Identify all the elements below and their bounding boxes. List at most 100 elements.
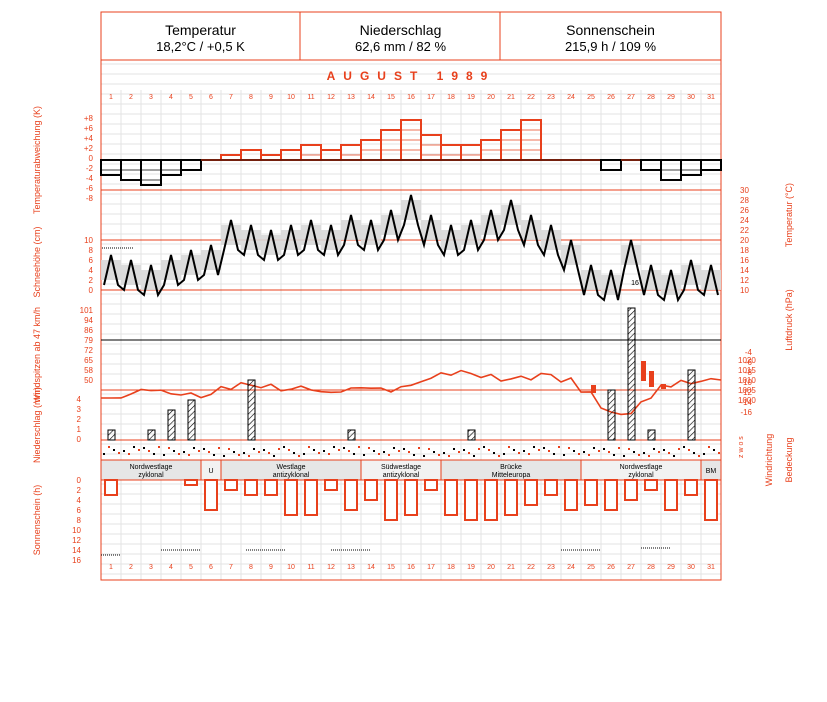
temperature-normal-band xyxy=(221,225,241,245)
day-label-bottom: 7 xyxy=(229,564,233,571)
min-temp-annotation: 16 xyxy=(631,280,639,287)
cloud-cover-dot xyxy=(568,447,570,449)
cloud-cover-dot xyxy=(118,452,120,454)
sunshine-bar xyxy=(264,479,278,496)
cloud-cover-dot xyxy=(518,452,520,454)
temperature-normal-band xyxy=(381,215,401,235)
cloud-cover-dot xyxy=(633,451,635,453)
temperature-normal-band xyxy=(681,265,701,285)
day-label-bottom: 2 xyxy=(129,564,133,571)
day-label-bottom: 3 xyxy=(149,564,153,571)
snow-tick: 4 xyxy=(89,266,94,275)
sunshine-bar xyxy=(644,479,658,491)
anomaly-tick: +8 xyxy=(84,114,94,123)
cloud-cover-dot xyxy=(103,453,105,455)
weather-type-label: Nordwestlage xyxy=(130,464,173,471)
sunshine-axis-title: Sonnenschein (h) xyxy=(32,485,42,556)
cloud-cover-dot xyxy=(648,455,650,457)
cloud-cover-dot xyxy=(128,453,130,455)
cloud-cover-dot xyxy=(353,453,355,455)
cloud-cover-dot xyxy=(543,447,545,449)
cloud-cover-dot xyxy=(658,451,660,453)
day-label-bottom: 1 xyxy=(109,564,113,571)
header-sunshine-title: Sonnenschein xyxy=(566,22,655,38)
temperature-tick: 22 xyxy=(740,226,749,235)
cloud-cover-dot xyxy=(188,454,190,456)
cloud-cover-dot xyxy=(433,451,435,453)
snow-tick: 2 xyxy=(89,276,94,285)
cloud-cover-dot xyxy=(603,448,605,450)
cloud-cover-dot xyxy=(328,453,330,455)
cloud-cover-dot xyxy=(408,451,410,453)
anomaly-bar xyxy=(440,144,462,161)
weather-type-label: zyklonal xyxy=(138,472,164,479)
temperature-normal-band xyxy=(121,265,141,285)
cloud-cover-dot xyxy=(233,451,235,453)
cloud-cover-dot xyxy=(288,449,290,451)
temperature-normal-band xyxy=(241,230,261,250)
cloud-cover-label: Bedeckung xyxy=(784,437,794,482)
cloud-cover-dot xyxy=(608,451,610,453)
pressure-tick: 1005 xyxy=(738,386,756,395)
temperature-normal-band xyxy=(361,225,381,245)
wind-tick: 65 xyxy=(84,356,93,365)
cloud-cover-dot xyxy=(298,455,300,457)
cloud-cover-scale-label: z w o s xyxy=(738,436,745,458)
cloud-cover-dot xyxy=(123,450,125,452)
temperature-normal-band xyxy=(581,270,601,290)
sunshine-tick: 12 xyxy=(72,536,81,545)
sunshine-bar xyxy=(324,479,338,491)
outer-frame xyxy=(100,11,722,581)
cloud-cover-dot xyxy=(383,451,385,453)
day-label-top: 9 xyxy=(269,94,273,101)
temperature-normal-band xyxy=(401,200,421,220)
anomaly-bar xyxy=(600,159,622,171)
day-label-top: 16 xyxy=(407,94,415,101)
day-label-top: 2 xyxy=(129,94,133,101)
month-title: AUGUST 1989 xyxy=(327,69,496,83)
temperature-normal-band xyxy=(701,270,721,290)
cloud-cover-dot xyxy=(593,447,595,449)
temperature-normal-band xyxy=(101,260,121,280)
cloud-cover-dot xyxy=(493,452,495,454)
sunshine-bar xyxy=(704,479,718,521)
cloud-cover-dot xyxy=(168,447,170,449)
day-label-top: 5 xyxy=(189,94,193,101)
snow-tick: 8 xyxy=(89,246,94,255)
cloud-cover-dot xyxy=(678,448,680,450)
temperature-normal-band xyxy=(481,215,501,235)
cloud-cover-dot xyxy=(243,452,245,454)
cloud-cover-dot xyxy=(448,455,450,457)
header-sunshine: Sonnenschein 215,9 h / 109 % xyxy=(501,12,720,60)
sunshine-bar xyxy=(624,479,638,501)
cloud-cover-dot xyxy=(198,450,200,452)
temperature-normal-band xyxy=(281,230,301,250)
anomaly-tick: -4 xyxy=(86,174,94,183)
cloud-cover-dot xyxy=(523,450,525,452)
day-label-bottom: 21 xyxy=(507,564,515,571)
cloud-cover-dot xyxy=(618,447,620,449)
cloud-cover-dot xyxy=(483,446,485,448)
precipitation-bar xyxy=(167,409,176,441)
day-label-top: 30 xyxy=(687,94,695,101)
weather-type-label: antizyklonal xyxy=(273,472,310,479)
sunshine-bar xyxy=(604,479,618,511)
anomaly-bar xyxy=(220,154,242,161)
temperature-normal-band xyxy=(141,270,161,290)
cloud-cover-dot xyxy=(588,454,590,456)
day-label-bottom: 16 xyxy=(407,564,415,571)
cloud-cover-dot xyxy=(403,448,405,450)
sunshine-bar xyxy=(424,479,438,491)
anomaly-bar xyxy=(300,144,322,161)
pressure-tick: 1010 xyxy=(738,376,756,385)
cloud-cover-dot xyxy=(418,447,420,449)
header-precipitation-value: 62,6 mm / 82 % xyxy=(354,39,447,54)
sunshine-tick: 10 xyxy=(72,526,81,535)
sunshine-bar xyxy=(244,479,258,496)
anomaly-bar xyxy=(680,159,702,176)
anomaly-bar xyxy=(420,134,442,161)
cloud-cover-dot xyxy=(398,450,400,452)
temperature-axis-title: Temperatur (°C) xyxy=(784,183,794,247)
anomaly-tick: 0 xyxy=(89,154,94,163)
precipitation-bar xyxy=(647,429,656,441)
